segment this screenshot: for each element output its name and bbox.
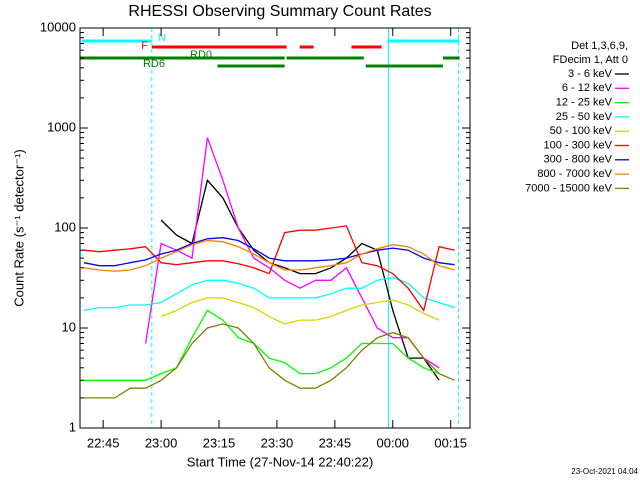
x-tick-label: 22:45 xyxy=(87,435,120,450)
legend-label: 50 - 100 keV xyxy=(550,125,613,137)
series-line xyxy=(83,225,455,312)
series-line xyxy=(83,309,440,381)
series-line xyxy=(83,323,455,399)
legend-label: 7000 - 15000 keV xyxy=(525,182,613,194)
legend-label: 300 - 800 keV xyxy=(544,154,613,166)
legend-header: Det 1,3,6,9, xyxy=(571,40,628,52)
x-tick-label: 23:15 xyxy=(203,435,236,450)
chart-title: RHESSI Observing Summary Count Rates xyxy=(128,3,431,20)
legend-label: 3 - 6 keV xyxy=(568,68,613,80)
series-line xyxy=(83,276,455,312)
y-tick-label: 100 xyxy=(54,219,76,234)
y-axis-label: Count Rate (s⁻¹ detector⁻¹) xyxy=(11,149,26,307)
series-line xyxy=(83,239,455,272)
series-line xyxy=(160,178,440,381)
legend-header: FDecim 1, Att 0 xyxy=(553,54,628,66)
y-tick-label: 1000 xyxy=(47,119,76,134)
legend-label: 100 - 300 keV xyxy=(544,139,613,151)
x-tick-label: 00:00 xyxy=(376,435,409,450)
legend-label: 12 - 25 keV xyxy=(556,97,613,109)
flag-label: N xyxy=(158,32,166,44)
legend-label: 6 - 12 keV xyxy=(562,82,613,94)
footer-date: 23-Oct-2021 04:04 xyxy=(571,467,638,476)
flag-label: RD6 xyxy=(143,58,165,70)
x-tick-label: 23:30 xyxy=(261,435,294,450)
x-tick-label: 23:45 xyxy=(319,435,352,450)
x-axis-label: Start Time (27-Nov-14 22:40:22) xyxy=(187,454,373,469)
y-tick-label: 10000 xyxy=(40,19,76,34)
y-tick-label: 1 xyxy=(69,419,76,434)
legend-label: 25 - 50 keV xyxy=(556,111,613,123)
flag-label: F xyxy=(141,40,148,52)
series-line xyxy=(160,297,440,325)
legend-label: 800 - 7000 keV xyxy=(537,168,612,180)
flag-label: RD0 xyxy=(190,49,212,61)
x-tick-label: 00:15 xyxy=(434,435,467,450)
x-tick-label: 23:00 xyxy=(145,435,178,450)
series-line xyxy=(83,237,455,267)
series-line xyxy=(144,137,440,369)
y-tick-label: 10 xyxy=(62,319,76,334)
